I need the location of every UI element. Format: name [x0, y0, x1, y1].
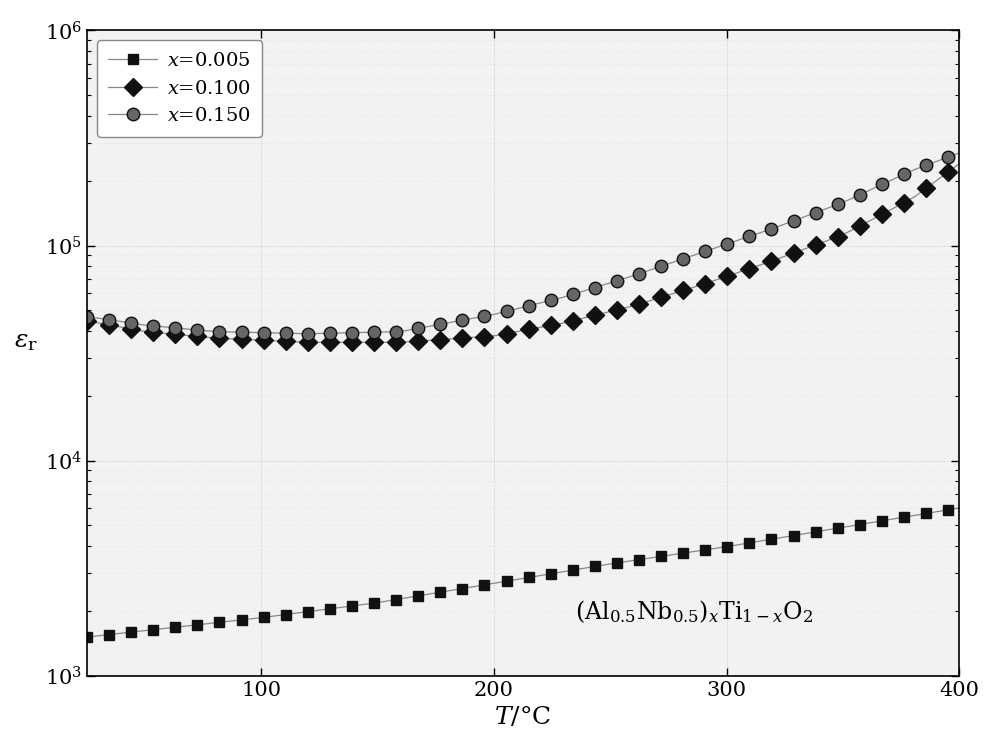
Line: $x$=0.100: $x$=0.100	[81, 158, 965, 349]
$x$=0.150	[688, 251, 700, 260]
Line: $x$=0.150: $x$=0.150	[81, 147, 965, 340]
$x$=0.150	[953, 148, 965, 158]
Legend: $x$=0.005, $x$=0.100, $x$=0.150: $x$=0.005, $x$=0.100, $x$=0.150	[97, 40, 262, 137]
Text: $({\rm Al}_{0.5}{\rm Nb}_{0.5})_x{\rm Ti}_{1-x}{\rm O}_2$: $({\rm Al}_{0.5}{\rm Nb}_{0.5})_x{\rm Ti…	[575, 598, 813, 625]
$x$=0.005	[81, 632, 93, 641]
$x$=0.100	[622, 303, 634, 312]
$x$=0.005	[600, 560, 612, 569]
$x$=0.005	[854, 520, 866, 529]
$x$=0.005	[467, 582, 479, 591]
$x$=0.005	[611, 559, 623, 568]
$x$=0.100	[953, 159, 965, 168]
Line: $x$=0.005: $x$=0.005	[82, 503, 964, 642]
$x$=0.005	[644, 554, 656, 562]
$x$=0.150	[302, 329, 314, 338]
$x$=0.150	[478, 312, 490, 321]
$x$=0.100	[655, 292, 667, 302]
$x$=0.150	[81, 312, 93, 321]
X-axis label: $T$/°C: $T$/°C	[494, 705, 552, 729]
$x$=0.150	[865, 185, 877, 194]
$x$=0.100	[611, 305, 623, 314]
$x$=0.150	[622, 273, 634, 282]
$x$=0.100	[688, 283, 700, 292]
$x$=0.150	[655, 262, 667, 271]
$x$=0.005	[677, 548, 689, 557]
$x$=0.100	[313, 338, 325, 346]
$x$=0.100	[478, 332, 490, 341]
$x$=0.150	[611, 276, 623, 285]
$x$=0.100	[865, 216, 877, 225]
$x$=0.005	[953, 503, 965, 512]
$x$=0.100	[81, 316, 93, 326]
Y-axis label: $\varepsilon_{\mathrm{r}}$: $\varepsilon_{\mathrm{r}}$	[14, 330, 38, 353]
